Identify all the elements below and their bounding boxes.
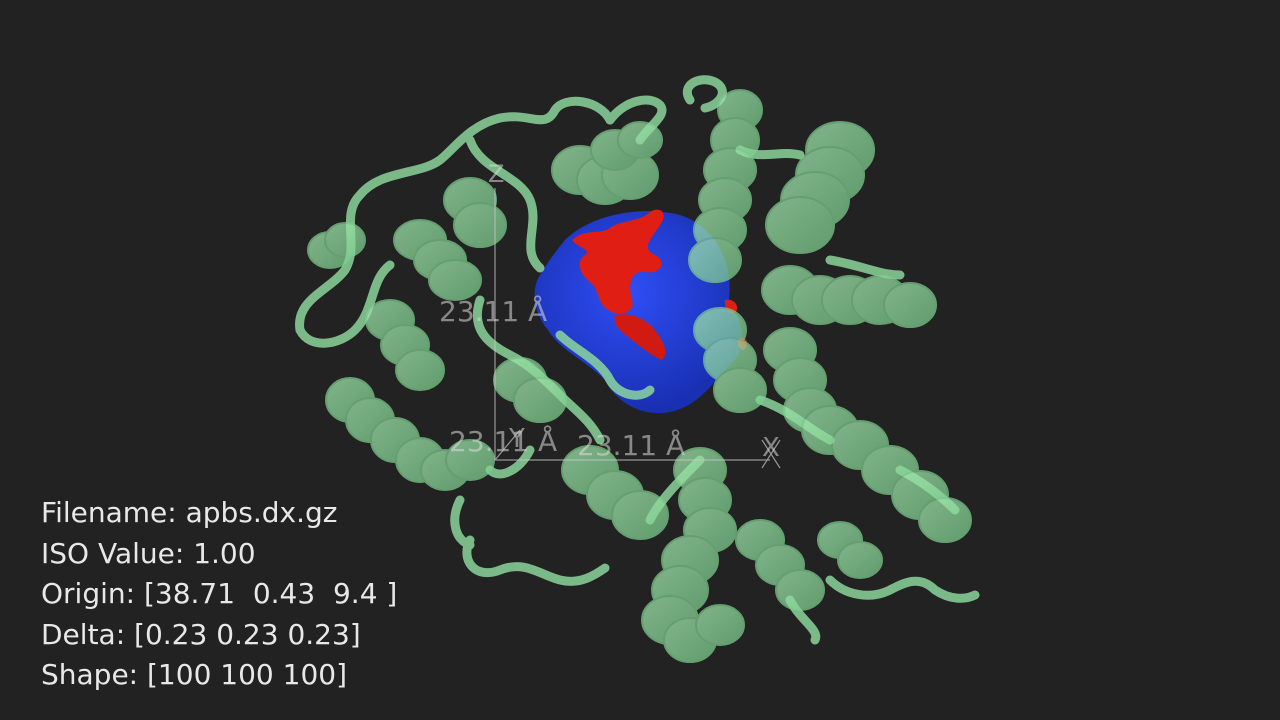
isosurface-negative-2 [614, 314, 666, 360]
x-marker-line-2 [761, 439, 781, 469]
protein-helices [307, 89, 972, 663]
y-axis-line [494, 429, 521, 461]
x-length-label: 23.11 Å [577, 429, 686, 462]
bounding-box-axes [494, 188, 781, 469]
shape-text: Shape: [100 100 100] [41, 658, 347, 691]
y-axis-label: Y [509, 424, 525, 454]
isosurface-negative [572, 209, 664, 314]
z-length-label: 23.11 Å [439, 295, 548, 328]
z-axis-label: Z [488, 160, 505, 188]
filename-text: Filename: apbs.dx.gz [41, 496, 338, 529]
delta-text: Delta: [0.23 0.23 0.23] [41, 617, 361, 651]
origin-text: Origin: [38.71 0.43 9.4 ] [41, 577, 398, 610]
volume-info-panel: Filename: apbs.dx.gz ISO Value: 1.00 Ori… [41, 493, 397, 696]
x-axis-label: X [762, 433, 780, 463]
iso-value-text: ISO Value: 1.00 [41, 536, 256, 570]
y-length-label: 23.11 Å [449, 425, 558, 458]
